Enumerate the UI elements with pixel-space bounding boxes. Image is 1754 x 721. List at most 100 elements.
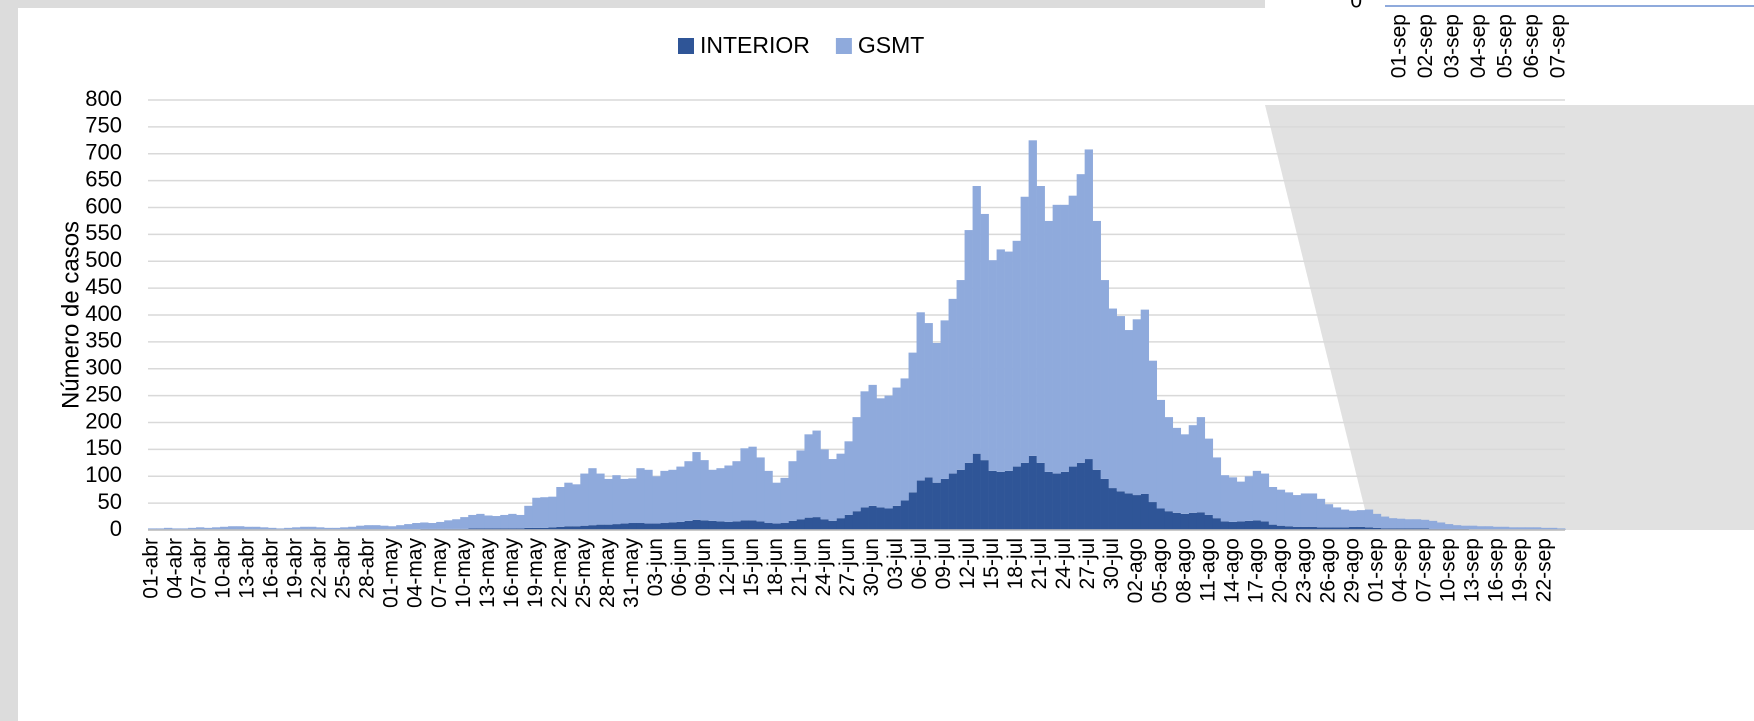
x-tick-label: 22-abr (308, 538, 331, 599)
bar-segment (516, 528, 525, 530)
bar-segment (1324, 504, 1334, 528)
x-tick-label: 17-ago (1244, 538, 1267, 603)
bar-segment (1124, 330, 1133, 494)
bar-segment (1132, 495, 1142, 530)
bar-segment (1356, 526, 1366, 530)
bar-segment (1100, 280, 1109, 479)
x-tick-label: 04-may (404, 538, 427, 609)
bar-segment (900, 500, 909, 530)
bar-segment (892, 387, 901, 506)
bar-segment (1244, 476, 1254, 521)
bar-segment (1372, 527, 1382, 530)
bar-segment (396, 525, 405, 530)
x-tick-label: 30-jul (1100, 538, 1123, 589)
bar-segment (1308, 493, 1318, 527)
bar-segment (724, 465, 733, 522)
bar-segment (332, 527, 341, 530)
bar-segment (444, 520, 453, 529)
bar-segment (596, 473, 605, 525)
y-tick-label: 600 (85, 193, 122, 218)
bar-segment (1492, 526, 1502, 530)
bar-segment (820, 519, 829, 530)
bar-segment (804, 434, 813, 518)
y-tick-label: 400 (85, 301, 122, 326)
bar-segment (1220, 475, 1230, 522)
bar-segment (1204, 514, 1214, 530)
bar-segment (1516, 527, 1526, 530)
bar-segment (908, 492, 917, 530)
bar-segment (748, 520, 757, 530)
bar-segment (1556, 528, 1566, 530)
bar-segment (652, 523, 661, 530)
bar-segment (1084, 149, 1093, 460)
bar-segment (988, 470, 997, 530)
bar-segment (508, 513, 517, 529)
x-tick-label: 27-jul (1076, 538, 1099, 589)
bar-segment (1036, 186, 1045, 463)
bar-segment (1204, 438, 1214, 515)
bar-segment (724, 521, 733, 530)
bar-segment (1076, 462, 1085, 530)
bar-segment (972, 186, 981, 454)
bar-segment (684, 461, 693, 521)
bar-segment (1196, 417, 1206, 513)
bar-segment (1172, 512, 1182, 530)
bar-segment (700, 460, 709, 521)
x-tick-label: 13-sep (1460, 538, 1483, 602)
bar-segment (860, 391, 869, 508)
bar-segment (1348, 526, 1358, 530)
bar-segment (732, 461, 741, 522)
bar-segment (1284, 492, 1294, 527)
bar-segment (836, 453, 845, 519)
bar-segment (1476, 526, 1486, 530)
x-tick-label: 15-jun (740, 538, 763, 596)
bar-segment (1436, 522, 1446, 529)
bar-segment (780, 523, 789, 530)
x-tick-label: 07-abr (188, 538, 211, 599)
bar-segment (1020, 196, 1029, 463)
bar-segment (948, 473, 957, 530)
bar-segment (300, 526, 309, 530)
legend-swatch (678, 38, 694, 54)
x-tick-label: 10-may (452, 538, 475, 609)
bar-segment (868, 384, 877, 506)
x-tick-label: 15-jul (980, 538, 1003, 589)
x-tick-label: 03-jun (644, 538, 667, 596)
x-tick-label: 20-ago (1268, 538, 1291, 603)
bar-segment (1228, 521, 1238, 530)
bar-segment (1404, 519, 1414, 529)
bar-segment (1060, 204, 1069, 472)
x-tick-label: 18-jul (1004, 538, 1027, 589)
bar-segment (508, 528, 517, 530)
bar-segment (628, 478, 637, 524)
bar-segment (316, 527, 325, 530)
bar-segment (1164, 417, 1174, 512)
bar-segment (252, 526, 261, 530)
bar-segment (1052, 473, 1061, 530)
bar-segment (836, 518, 845, 530)
x-tick-label: 01-abr (140, 538, 163, 599)
bar-segment (1532, 527, 1542, 530)
bar-segment (796, 450, 805, 520)
x-tick-label: 01-sep (1364, 538, 1387, 602)
bar-segment (564, 482, 573, 527)
bar-segment (1076, 174, 1085, 463)
x-tick-label: 31-may (620, 538, 643, 609)
bar-segment (1268, 524, 1278, 530)
bar-segment (916, 480, 925, 530)
bar-segment (1036, 462, 1045, 530)
bar-segment (988, 260, 997, 471)
x-tick-label: 21-jul (1028, 538, 1051, 589)
bar-segment (924, 323, 933, 478)
y-tick-label: 450 (85, 274, 122, 299)
x-tick-label: 30-jun (860, 538, 883, 596)
bar-segment (716, 521, 725, 530)
bar-segment (956, 469, 965, 530)
x-tick-label: 06-jun (668, 538, 691, 596)
bar-segment (484, 515, 493, 529)
bar-segment (1028, 140, 1037, 456)
bar-segment (740, 448, 749, 521)
bar-segment (1332, 527, 1342, 530)
x-tick-label: 04-sep (1388, 538, 1411, 602)
bar-segment (1380, 516, 1390, 529)
